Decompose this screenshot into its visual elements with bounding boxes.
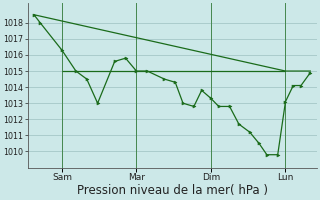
X-axis label: Pression niveau de la mer( hPa ): Pression niveau de la mer( hPa ): [77, 184, 268, 197]
